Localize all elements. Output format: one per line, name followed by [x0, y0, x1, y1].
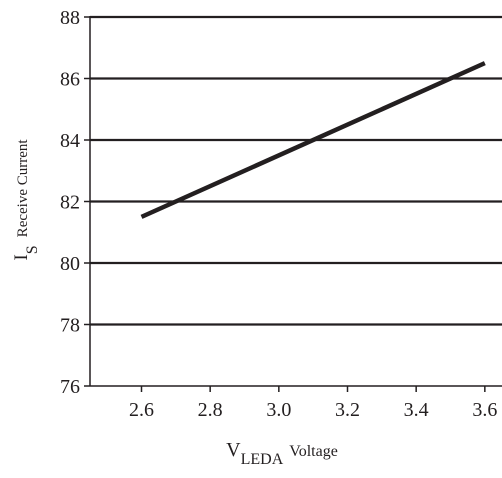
y-tick-label: 76	[60, 376, 80, 398]
x-tick-label: 3.0	[266, 399, 291, 421]
y-tick-label: 80	[60, 253, 80, 275]
y-tick-labels: 76 78 80 82 84 86 88	[60, 7, 80, 398]
x-tick-label: 2.6	[129, 399, 154, 421]
x-tick-label: 3.2	[335, 399, 360, 421]
x-tick-label: 3.4	[404, 399, 429, 421]
data-series	[140, 61, 486, 219]
x-tick-labels: 2.6 2.8 3.0 3.2 3.4 3.6	[129, 399, 497, 421]
y-tick-label: 82	[60, 192, 80, 214]
y-axis-label: IS Receive Current	[11, 139, 41, 261]
x-tick-label: 2.8	[198, 399, 223, 421]
y-tick-label: 84	[60, 130, 80, 152]
x-axis-label-sub: LEDA	[241, 451, 284, 468]
y-tick-label: 88	[60, 7, 80, 29]
y-tick-label: 86	[60, 69, 80, 91]
axes	[84, 16, 502, 392]
y-axis-label-suffix: Receive Current	[15, 139, 31, 238]
gridlines	[90, 15, 502, 326]
y-axis-label-main: I	[11, 254, 32, 260]
x-axis-label: VLEDA Voltage	[226, 439, 338, 468]
y-axis-label-sub: S	[24, 245, 41, 254]
y-tick-label: 78	[60, 315, 80, 337]
x-tick-label: 3.6	[472, 399, 497, 421]
x-axis-label-main: V	[226, 439, 241, 461]
x-axis-label-suffix: Voltage	[289, 443, 338, 460]
series-line	[140, 61, 486, 219]
